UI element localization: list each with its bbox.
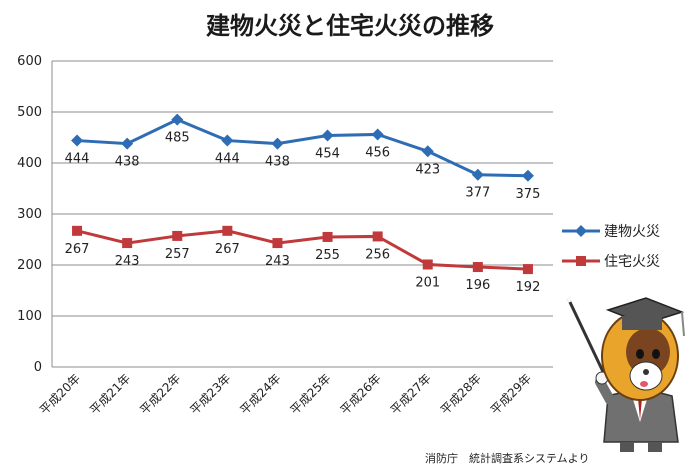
data-point	[522, 264, 533, 275]
data-point	[72, 225, 83, 236]
x-axis-ticks: 平成20年 平成21年 平成22年 平成23年 平成24年 平成25年 平成26年 平成27年…	[37, 371, 534, 417]
data-point	[471, 168, 484, 181]
data-point	[521, 169, 534, 182]
data-point	[221, 134, 234, 147]
data-label: 201	[415, 275, 440, 290]
data-label: 485	[165, 131, 190, 146]
data-label: 256	[365, 247, 390, 262]
x-tick-label: 平成27年	[388, 371, 434, 417]
x-tick-label: 平成25年	[288, 371, 334, 417]
grid-lines	[51, 60, 553, 368]
data-label: 456	[365, 145, 390, 160]
x-tick-label: 平成22年	[137, 371, 183, 417]
data-point	[171, 113, 184, 126]
y-tick-label: 0	[34, 360, 42, 375]
legend-marker	[576, 256, 586, 266]
data-label: 375	[516, 187, 541, 202]
x-tick-label: 平成24年	[237, 371, 283, 417]
x-tick-label: 平成28年	[438, 371, 484, 417]
series-group	[71, 113, 534, 275]
x-tick-label: 平成21年	[87, 371, 133, 417]
mascot-with-graduation-cap-and-pointer-icon	[564, 293, 685, 452]
x-tick-label: 平成23年	[187, 371, 233, 417]
series-line	[76, 118, 528, 178]
y-tick-label: 400	[17, 156, 42, 171]
data-label: 196	[465, 278, 490, 293]
data-labels: 444 438 485 444 438 454 456 423 377 375 267 243 257 2…	[65, 131, 541, 295]
data-point	[321, 129, 334, 142]
data-point	[172, 230, 183, 241]
data-label: 444	[215, 152, 240, 167]
data-point	[271, 137, 284, 150]
y-tick-label: 100	[17, 309, 42, 324]
y-tick-label: 200	[17, 258, 42, 273]
y-tick-label: 500	[17, 105, 42, 120]
data-label: 257	[165, 247, 190, 262]
data-point	[121, 137, 134, 150]
legend-label: 建物火災	[604, 224, 660, 240]
data-point	[421, 145, 434, 158]
legend-label: 住宅火災	[604, 254, 660, 270]
data-point	[371, 128, 384, 141]
data-label: 377	[465, 186, 490, 201]
data-point	[422, 259, 433, 270]
data-label: 267	[65, 242, 90, 257]
data-point	[71, 134, 84, 147]
data-point	[272, 238, 283, 249]
data-label: 192	[516, 280, 541, 295]
y-axis-ticks: 0 100 200 300 400 500 600	[17, 54, 42, 375]
data-label: 454	[315, 146, 340, 161]
y-tick-label: 300	[17, 207, 42, 222]
data-label: 255	[315, 248, 340, 263]
data-label: 243	[115, 254, 140, 269]
x-tick-label: 平成20年	[37, 371, 83, 417]
data-point	[372, 231, 383, 242]
x-tick-label: 平成26年	[338, 371, 384, 417]
chart-title: 建物火災と住宅火災の推移	[206, 12, 494, 40]
data-point	[322, 231, 333, 242]
data-label: 267	[215, 242, 240, 257]
data-point	[472, 262, 483, 273]
x-tick-label: 平成29年	[488, 371, 534, 417]
data-label: 444	[65, 152, 90, 167]
legend-marker	[575, 225, 587, 237]
data-point	[222, 225, 233, 236]
source-note: 消防庁 統計調査系システムより	[425, 451, 589, 465]
series-line	[76, 229, 529, 271]
y-tick-label: 600	[17, 54, 42, 69]
data-label: 243	[265, 254, 290, 269]
data-point	[122, 238, 133, 249]
data-label: 438	[265, 155, 290, 170]
data-label: 423	[415, 162, 440, 177]
data-label: 438	[115, 155, 140, 170]
